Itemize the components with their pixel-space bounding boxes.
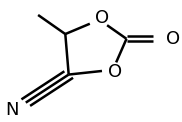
Text: O: O [167,30,181,48]
Text: N: N [5,101,19,119]
Text: O: O [95,9,109,27]
Text: O: O [108,63,122,81]
